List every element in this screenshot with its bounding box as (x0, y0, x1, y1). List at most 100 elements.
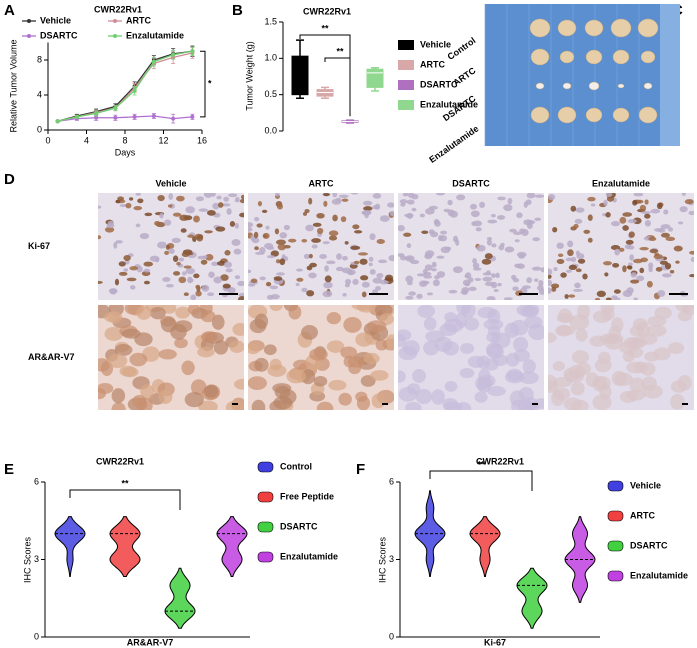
cell (388, 254, 394, 262)
cell (129, 266, 139, 271)
cell (374, 203, 381, 210)
cell (654, 228, 663, 232)
tumor (612, 49, 630, 65)
cell (575, 268, 582, 273)
cell (553, 267, 558, 272)
tumor (585, 49, 603, 65)
cell (296, 268, 303, 272)
annotation: ** (336, 46, 344, 56)
cell (404, 213, 414, 218)
legend-swatch (257, 461, 274, 473)
cell (597, 351, 611, 364)
cell (574, 218, 583, 224)
cell (204, 230, 213, 234)
cell (556, 242, 564, 249)
cell (115, 199, 121, 204)
cell (223, 196, 229, 202)
cell (353, 260, 360, 265)
legend-swatch (607, 480, 624, 492)
cell (613, 289, 621, 294)
cell (644, 213, 651, 219)
cell (640, 257, 648, 263)
cell (385, 334, 394, 350)
cell (372, 193, 382, 199)
tumor (557, 106, 577, 124)
cell (254, 246, 259, 251)
panel-label: D (4, 171, 15, 188)
cell (288, 305, 302, 320)
cell (681, 193, 686, 197)
cell (475, 227, 482, 232)
cell (305, 224, 314, 232)
cell (504, 246, 515, 253)
cell (452, 266, 463, 274)
cell (216, 261, 226, 266)
legend-label: Free Peptide (280, 491, 334, 501)
cell (360, 275, 369, 281)
cell (436, 271, 446, 278)
cell (487, 219, 498, 224)
cell (123, 268, 129, 272)
cell (323, 281, 333, 289)
cell (548, 279, 553, 287)
cell (358, 252, 368, 256)
cell (548, 287, 552, 294)
cell (689, 274, 694, 278)
cell (444, 312, 457, 323)
cell (532, 237, 540, 242)
cell (341, 255, 348, 261)
cell (632, 200, 638, 206)
cell (378, 259, 388, 264)
cell (366, 320, 387, 333)
y-tick-label: 4 (37, 89, 42, 99)
significance-bracket (69, 489, 181, 510)
cell (234, 222, 239, 229)
cell (275, 193, 280, 197)
cell (348, 356, 365, 368)
ihc-image (548, 193, 694, 300)
cell (326, 260, 336, 265)
cell (605, 193, 613, 198)
cell (301, 287, 308, 293)
cell (479, 201, 486, 209)
cell (135, 193, 141, 196)
cell (639, 267, 645, 274)
x-tick-label: 8 (122, 135, 127, 145)
cell (567, 249, 574, 257)
cell (317, 227, 324, 235)
cell (670, 393, 685, 410)
cell (234, 275, 241, 280)
cell (622, 225, 629, 231)
cell (426, 292, 434, 296)
cell (587, 196, 596, 202)
cell (688, 210, 694, 216)
cell (172, 255, 179, 263)
cell (428, 229, 435, 235)
cell (257, 201, 263, 207)
cell (218, 202, 224, 208)
cell (589, 335, 607, 347)
cell (286, 369, 306, 384)
cell (183, 292, 189, 296)
cell (633, 297, 638, 300)
cell (575, 328, 588, 342)
y-tick-label: 0.5 (264, 89, 277, 99)
cell (633, 193, 644, 197)
tumor (530, 48, 550, 66)
cell (665, 236, 676, 242)
cell (453, 235, 459, 243)
cell (306, 290, 315, 297)
cell (690, 256, 694, 263)
cell (109, 288, 117, 295)
cell (316, 212, 325, 219)
cell (259, 247, 266, 254)
cell (509, 390, 525, 407)
cell (531, 266, 542, 271)
legend-swatch (607, 540, 624, 552)
cell (313, 376, 328, 387)
cell (223, 261, 232, 268)
significance-bracket (200, 50, 206, 118)
cell (248, 283, 256, 287)
cell (137, 198, 144, 204)
cell (265, 281, 272, 287)
